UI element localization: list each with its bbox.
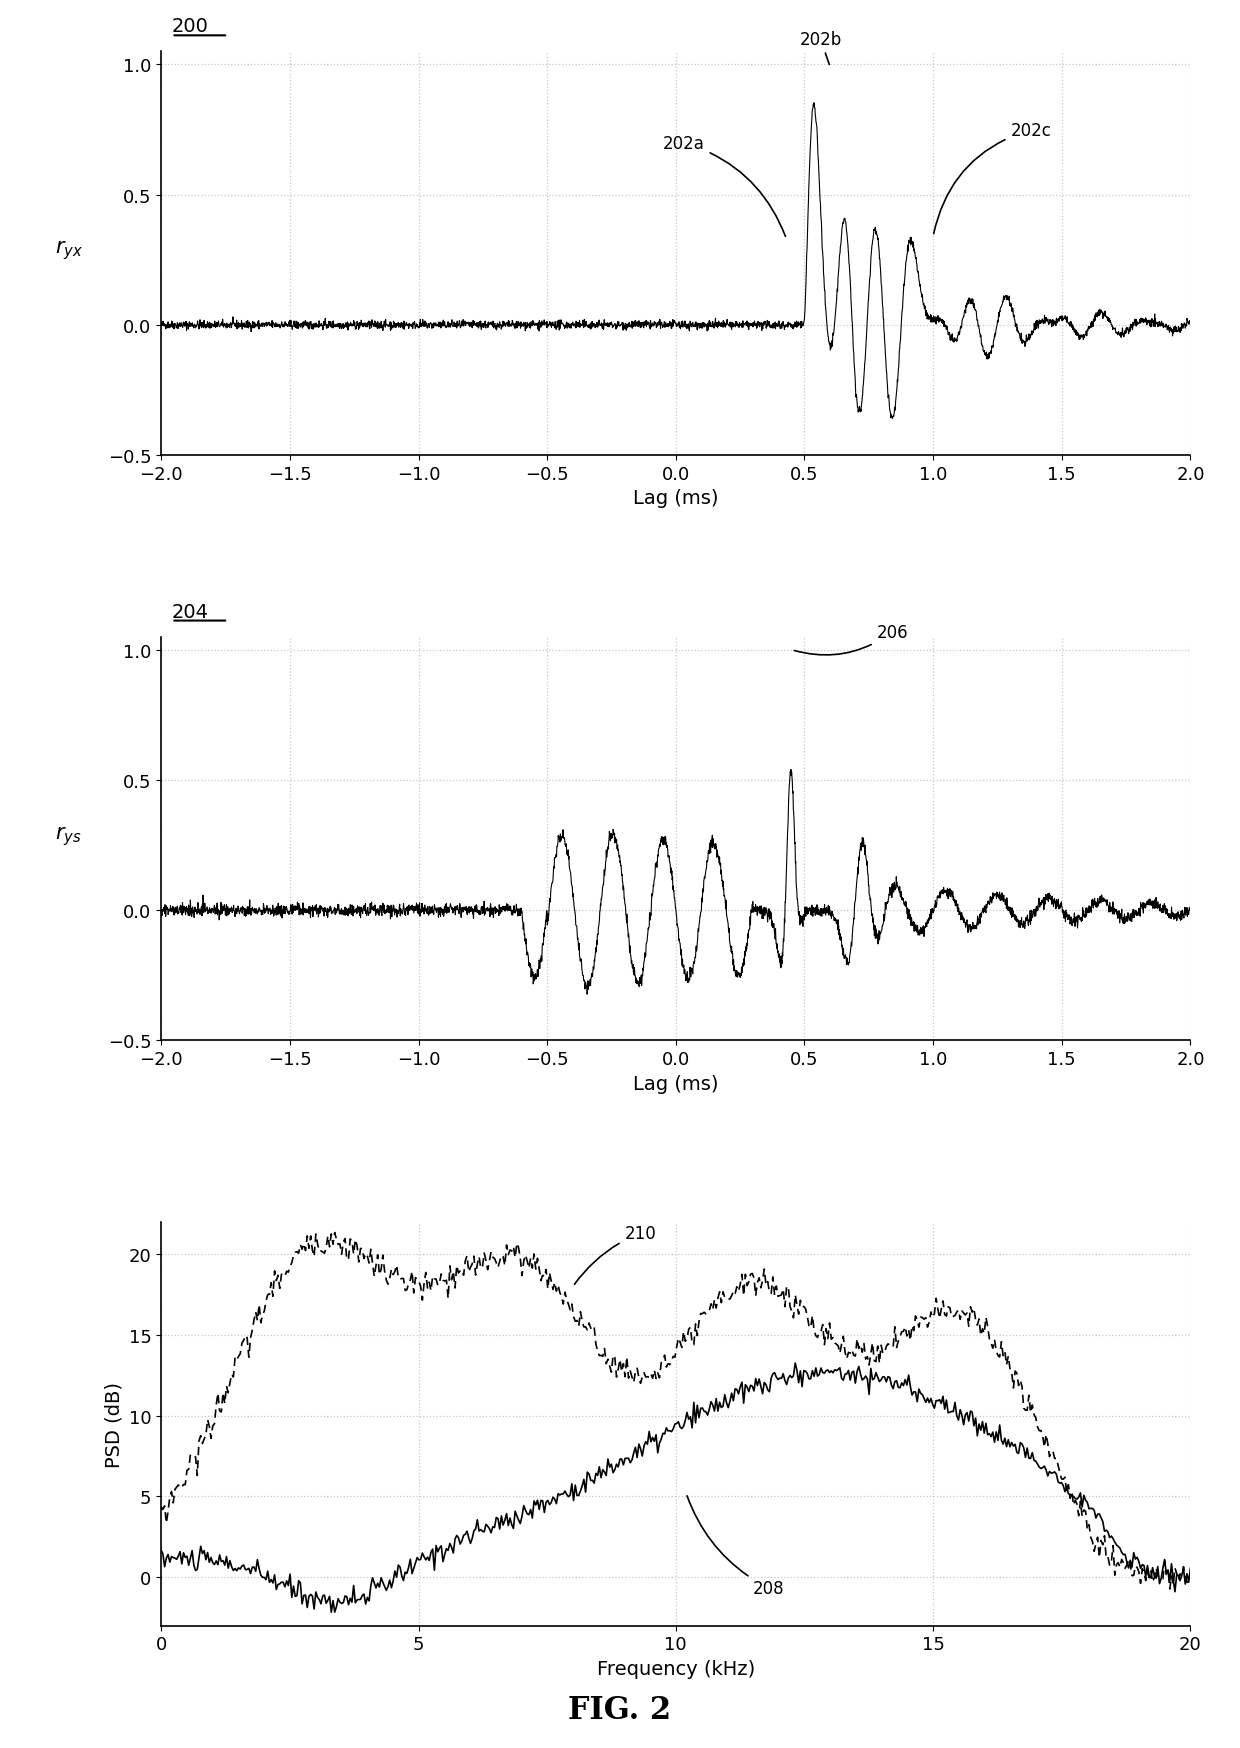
Text: 202a: 202a: [663, 135, 785, 238]
Text: 206: 206: [795, 624, 908, 656]
X-axis label: Frequency (kHz): Frequency (kHz): [596, 1659, 755, 1678]
X-axis label: Lag (ms): Lag (ms): [634, 489, 718, 509]
X-axis label: Lag (ms): Lag (ms): [634, 1073, 718, 1092]
Y-axis label: $r_{yx}$: $r_{yx}$: [55, 239, 83, 262]
Text: 204: 204: [171, 603, 208, 621]
Y-axis label: PSD (dB): PSD (dB): [104, 1381, 123, 1467]
Y-axis label: $r_{ys}$: $r_{ys}$: [56, 825, 82, 848]
Text: 208: 208: [687, 1496, 785, 1598]
Text: 202c: 202c: [934, 122, 1052, 234]
Text: 200: 200: [171, 17, 208, 37]
Text: FIG. 2: FIG. 2: [568, 1694, 672, 1725]
Text: 202b: 202b: [800, 31, 842, 65]
Text: 210: 210: [574, 1224, 656, 1285]
